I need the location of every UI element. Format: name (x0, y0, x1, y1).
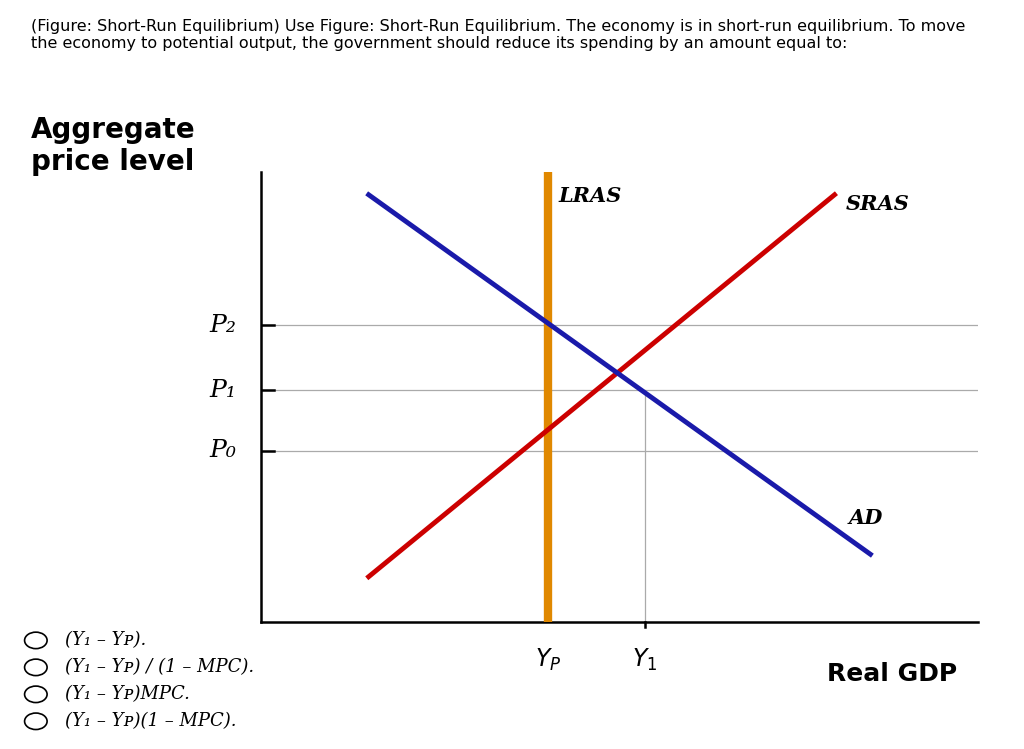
Text: LRAS: LRAS (559, 186, 622, 206)
Text: $Y_P$: $Y_P$ (535, 646, 561, 673)
Text: $Y_1$: $Y_1$ (632, 646, 657, 673)
Text: Real GDP: Real GDP (826, 662, 957, 686)
Text: (Y₁ – Yᴘ)MPC.: (Y₁ – Yᴘ)MPC. (65, 685, 189, 703)
Text: SRAS: SRAS (846, 194, 909, 213)
Text: P₂: P₂ (209, 314, 236, 336)
Text: AD: AD (849, 509, 884, 528)
Text: (Y₁ – Yᴘ)(1 – MPC).: (Y₁ – Yᴘ)(1 – MPC). (65, 712, 236, 730)
Text: (Figure: Short-Run Equilibrium) Use Figure: Short-Run Equilibrium. The economy i: (Figure: Short-Run Equilibrium) Use Figu… (31, 19, 965, 51)
Text: (Y₁ – Yᴘ) / (1 – MPC).: (Y₁ – Yᴘ) / (1 – MPC). (65, 658, 254, 676)
Text: P₁: P₁ (209, 379, 236, 401)
Text: P₀: P₀ (209, 440, 236, 462)
Text: (Y₁ – Yᴘ).: (Y₁ – Yᴘ). (65, 631, 145, 649)
Text: Aggregate
price level: Aggregate price level (31, 116, 196, 177)
